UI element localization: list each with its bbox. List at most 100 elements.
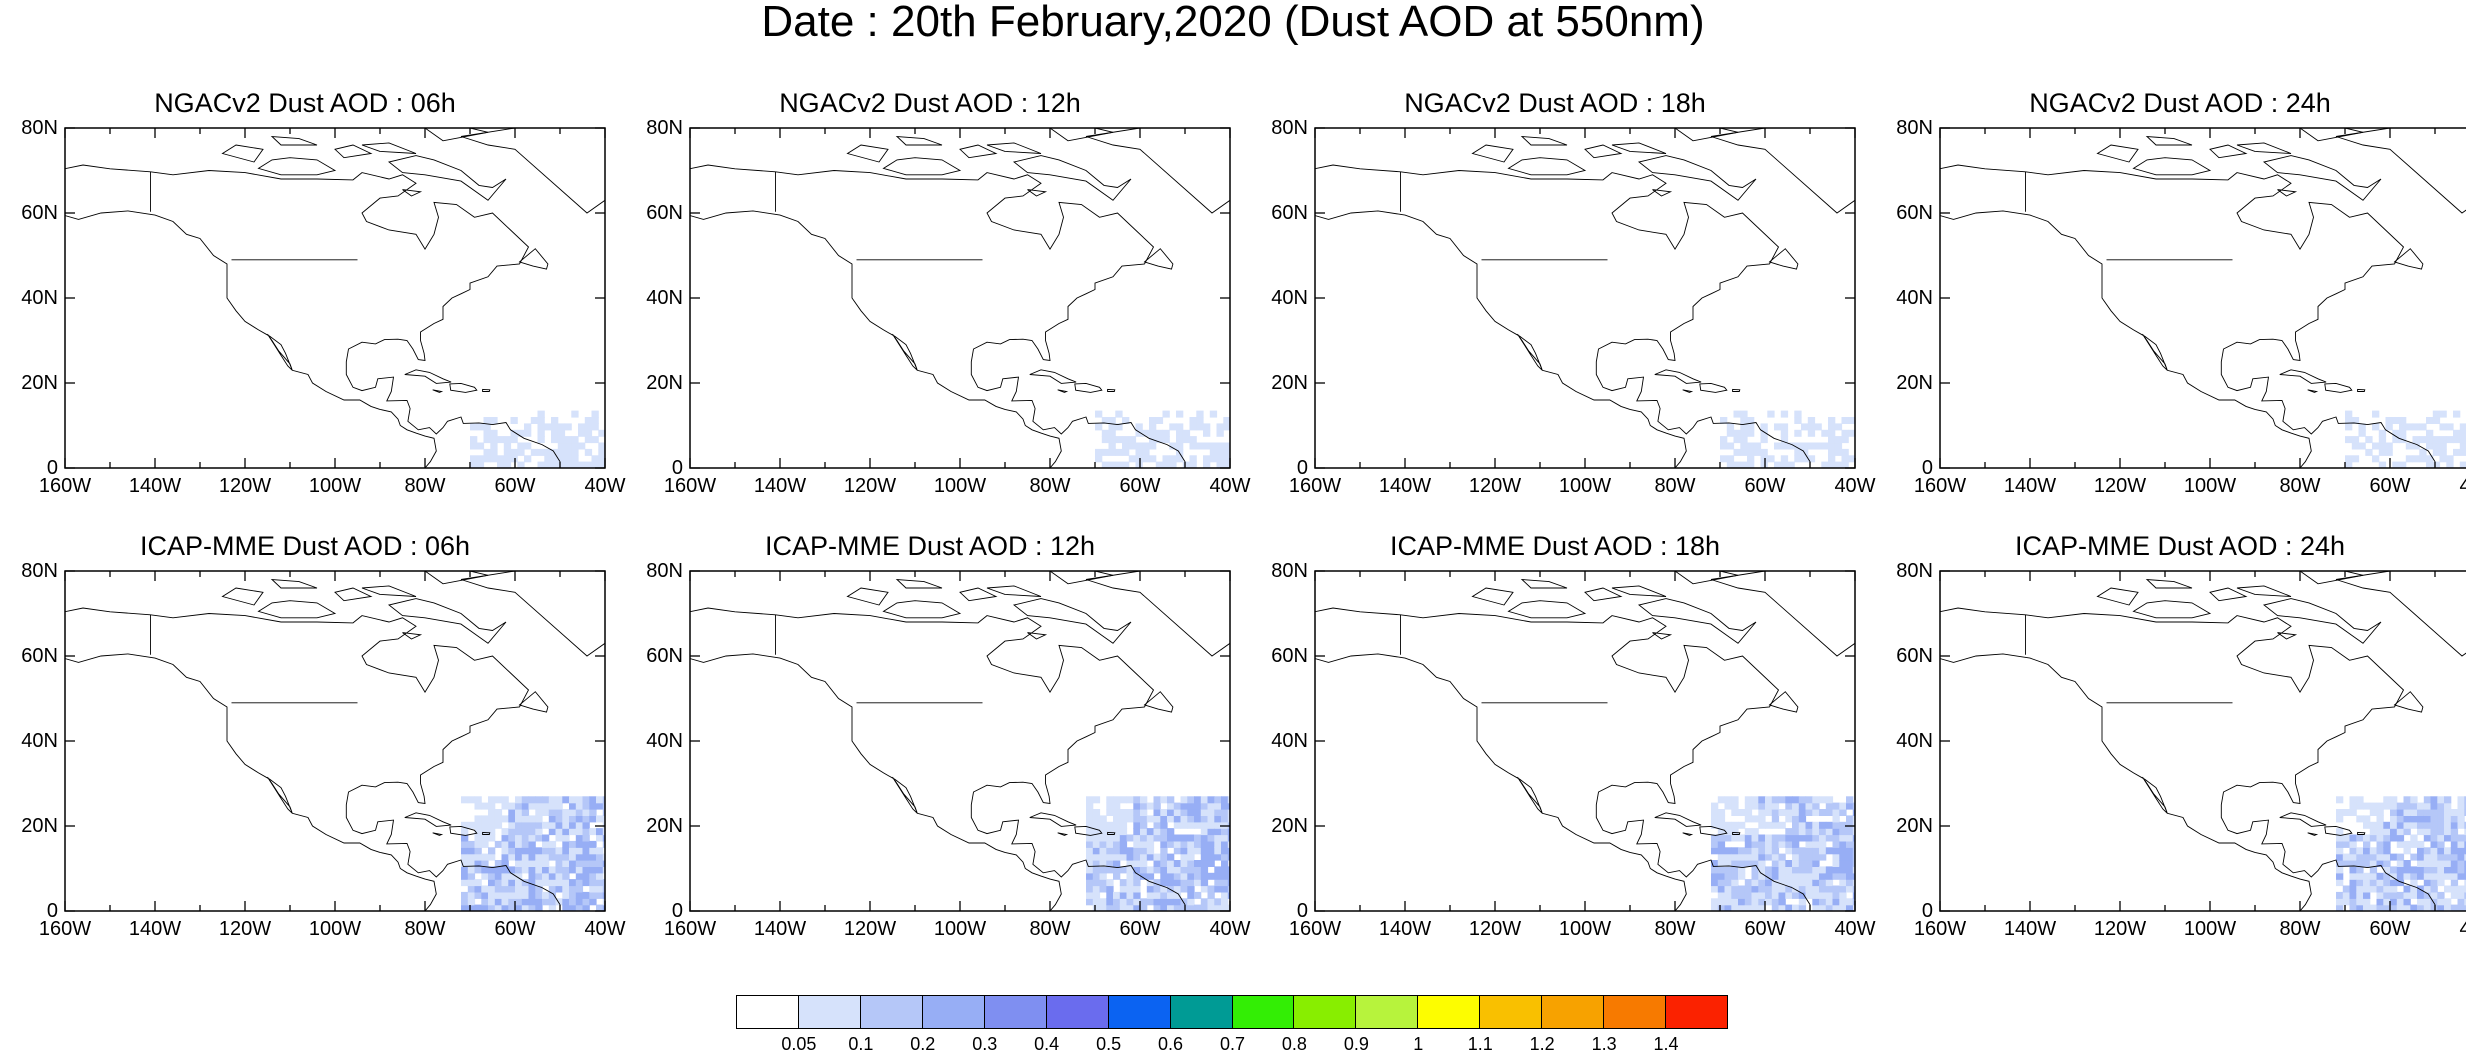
longitude-tick-label: 60W — [1119, 475, 1161, 497]
longitude-tick-label: 100W — [308, 475, 362, 497]
longitude-tick-label: 120W — [218, 475, 272, 497]
map-canvas — [65, 128, 605, 468]
longitude-tick-label: 100W — [2183, 918, 2237, 940]
map-panel: ICAP-MME Dust AOD : 12h 80N 60N 40N 20N 0 160W… — [625, 531, 1250, 961]
longitude-tick-label: 80W — [1029, 918, 1071, 940]
longitude-tick-label: 100W — [308, 918, 362, 940]
latitude-tick-label: 40N — [646, 287, 683, 309]
colorbar-label: 0.4 — [1034, 1034, 1060, 1054]
longitude-tick-label: 100W — [1558, 475, 1612, 497]
colorbar-label: 0.8 — [1281, 1034, 1307, 1054]
map-canvas — [1315, 128, 1855, 468]
coastlines — [65, 128, 605, 468]
colorbar-box — [1107, 995, 1171, 1029]
latitude-tick-label: 60N — [21, 645, 58, 667]
latitude-tick-label: 0 — [671, 900, 683, 922]
longitude-tick-label: 80W — [2279, 475, 2321, 497]
latitude-tick-label: 60N — [21, 202, 58, 224]
longitude-tick-label: 140W — [753, 918, 807, 940]
latitude-tick-label: 0 — [1921, 457, 1933, 479]
latitude-tick-label: 20N — [1271, 815, 1308, 837]
dust-aod-field — [1711, 796, 1855, 911]
latitude-tick-label: 40N — [21, 730, 58, 752]
latitude-tick-label: 20N — [646, 815, 683, 837]
colorbar-box — [1045, 995, 1109, 1029]
colorbar-label: 0.05 — [781, 1034, 817, 1054]
panel-title: NGACv2 Dust AOD : 12h — [779, 88, 1081, 118]
map-canvas — [690, 571, 1230, 911]
longitude-tick-label: 60W — [1744, 918, 1786, 940]
longitude-tick-label: 140W — [1378, 918, 1432, 940]
latitude-tick-label: 80N — [1896, 117, 1933, 139]
longitude-tick-label: 160W — [1913, 918, 1967, 940]
latitude-tick-label: 40N — [1896, 287, 1933, 309]
latitude-tick-label: 20N — [21, 815, 58, 837]
longitude-tick-label: 40W — [1834, 918, 1876, 940]
panel-title: NGACv2 Dust AOD : 18h — [1404, 88, 1706, 118]
map-panel: ICAP-MME Dust AOD : 06h 80N 60N 40N 20N 0 160W… — [0, 531, 625, 961]
longitude-tick-label: 60W — [494, 475, 536, 497]
longitude-tick-label: 140W — [2003, 918, 2057, 940]
latitude-tick-label: 60N — [646, 645, 683, 667]
latitude-tick-label: 40N — [1271, 730, 1308, 752]
latitude-tick-label: 80N — [1271, 560, 1308, 582]
longitude-tick-label: 80W — [1029, 475, 1071, 497]
longitude-tick-label: 160W — [663, 918, 717, 940]
colorbar-label: 1.2 — [1529, 1034, 1555, 1054]
longitude-tick-label: 100W — [1558, 918, 1612, 940]
longitude-tick-label: 140W — [2003, 475, 2057, 497]
longitude-tick-label: 140W — [128, 918, 182, 940]
colorbar-box — [1417, 995, 1481, 1029]
panel-title: ICAP-MME Dust AOD : 06h — [139, 531, 471, 561]
longitude-tick-label: 160W — [1288, 918, 1342, 940]
map-canvas — [65, 571, 605, 911]
colorbar-label: 0.1 — [848, 1034, 874, 1054]
longitude-tick-label: 120W — [1468, 475, 1522, 497]
colorbar-label: 1.1 — [1467, 1034, 1493, 1054]
colorbar-label: 0.9 — [1343, 1034, 1369, 1054]
colorbar-box — [1293, 995, 1357, 1029]
latitude-tick-label: 20N — [1896, 372, 1933, 394]
longitude-tick-label: 120W — [843, 475, 897, 497]
longitude-tick-label: 40W — [1834, 475, 1876, 497]
longitude-tick-label: 40W — [1209, 918, 1251, 940]
latitude-tick-label: 20N — [21, 372, 58, 394]
latitude-tick-label: 20N — [1271, 372, 1308, 394]
longitude-tick-label: 160W — [38, 475, 92, 497]
map-canvas — [1940, 571, 2466, 911]
colorbar-box — [1541, 995, 1605, 1029]
colorbar-box — [1355, 995, 1419, 1029]
panel-title: ICAP-MME Dust AOD : 18h — [1389, 531, 1721, 561]
map-panel: ICAP-MME Dust AOD : 24h 80N 60N 40N 20N 0 160W… — [1875, 531, 2466, 961]
latitude-tick-label: 0 — [46, 900, 58, 922]
dust-aod-field — [470, 410, 605, 468]
map-panel: ICAP-MME Dust AOD : 18h 80N 60N 40N 20N 0 160W… — [1250, 531, 1875, 961]
latitude-tick-label: 80N — [1271, 117, 1308, 139]
longitude-tick-label: 120W — [218, 918, 272, 940]
colorbar: 0.05 0.1 0.2 0.3 0.4 0.5 0.6 0.7 0.8 0.9 1 1.1 1.2 1.… — [736, 995, 1728, 1055]
longitude-tick-label: 60W — [2369, 475, 2411, 497]
longitude-tick-label: 160W — [1288, 475, 1342, 497]
latitude-tick-label: 40N — [1271, 287, 1308, 309]
longitude-tick-label: 40W — [2459, 918, 2466, 940]
colorbar-label: 0.3 — [972, 1034, 998, 1054]
map-panel: NGACv2 Dust AOD : 12h 80N 60N 40N 20N 0 160W 14… — [625, 88, 1250, 518]
colorbar-box — [797, 995, 861, 1029]
latitude-tick-label: 60N — [646, 202, 683, 224]
panel-title: NGACv2 Dust AOD : 24h — [2029, 88, 2331, 118]
longitude-tick-label: 120W — [843, 918, 897, 940]
dust-aod-field — [1086, 796, 1230, 911]
longitude-tick-label: 60W — [494, 918, 536, 940]
colorbar-box — [921, 995, 985, 1029]
colorbar-boxes — [736, 995, 1728, 1029]
longitude-tick-label: 80W — [2279, 918, 2321, 940]
colorbar-box — [1479, 995, 1543, 1029]
dust-aod-field — [2336, 796, 2466, 911]
longitude-tick-label: 60W — [1119, 918, 1161, 940]
panel-title: ICAP-MME Dust AOD : 12h — [764, 531, 1096, 561]
colorbar-box — [859, 995, 923, 1029]
longitude-tick-label: 40W — [584, 475, 626, 497]
dust-aod-field — [1720, 410, 1855, 468]
colorbar-label: 1.3 — [1591, 1034, 1617, 1054]
longitude-tick-label: 120W — [2093, 475, 2147, 497]
